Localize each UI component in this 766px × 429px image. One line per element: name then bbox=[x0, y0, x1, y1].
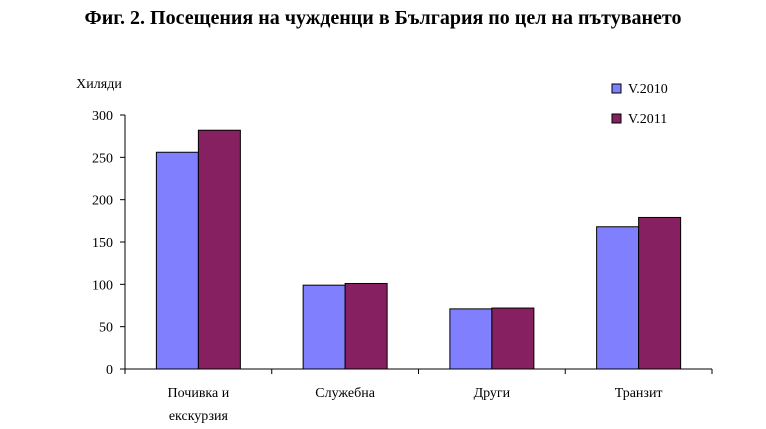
y-tick-label: 200 bbox=[92, 194, 113, 209]
y-tick-label: 150 bbox=[92, 236, 113, 251]
y-tick-label: 50 bbox=[99, 321, 113, 336]
y-tick-label: 0 bbox=[106, 363, 113, 378]
bar-v-2011 bbox=[638, 216, 682, 370]
x-category-label: Почивка и bbox=[168, 386, 230, 401]
bar-v-2010 bbox=[449, 308, 493, 370]
legend-swatch bbox=[611, 83, 622, 94]
labels: 0 50 100 150 200 250 300 Почивка и екскурзия Служ… bbox=[92, 109, 663, 424]
bar-v-2010 bbox=[155, 151, 199, 370]
legend-swatch bbox=[611, 113, 622, 124]
x-category-label: екскурзия bbox=[169, 409, 229, 424]
legend-label: V.2010 bbox=[628, 82, 668, 97]
bar-v-2010 bbox=[302, 284, 346, 370]
bar-v-2011 bbox=[344, 282, 388, 370]
y-tick-label: 300 bbox=[92, 109, 113, 124]
x-category-label: Други bbox=[474, 386, 511, 401]
legend: V.2010 V.2011 bbox=[611, 82, 668, 127]
y-axis-unit-label: Хиляди bbox=[76, 77, 122, 92]
legend-label: V.2011 bbox=[628, 112, 667, 127]
bar-v-2011 bbox=[197, 129, 241, 370]
y-tick-label: 250 bbox=[92, 151, 113, 166]
bar-v-2011 bbox=[491, 307, 535, 370]
bar-v-2010 bbox=[596, 226, 640, 370]
x-category-label: Транзит bbox=[615, 386, 663, 401]
chart-title: Фиг. 2. Посещения на чужденци в България… bbox=[84, 7, 682, 29]
bars bbox=[155, 129, 682, 370]
y-tick-label: 100 bbox=[92, 278, 113, 293]
x-category-label: Служебна bbox=[315, 386, 375, 401]
